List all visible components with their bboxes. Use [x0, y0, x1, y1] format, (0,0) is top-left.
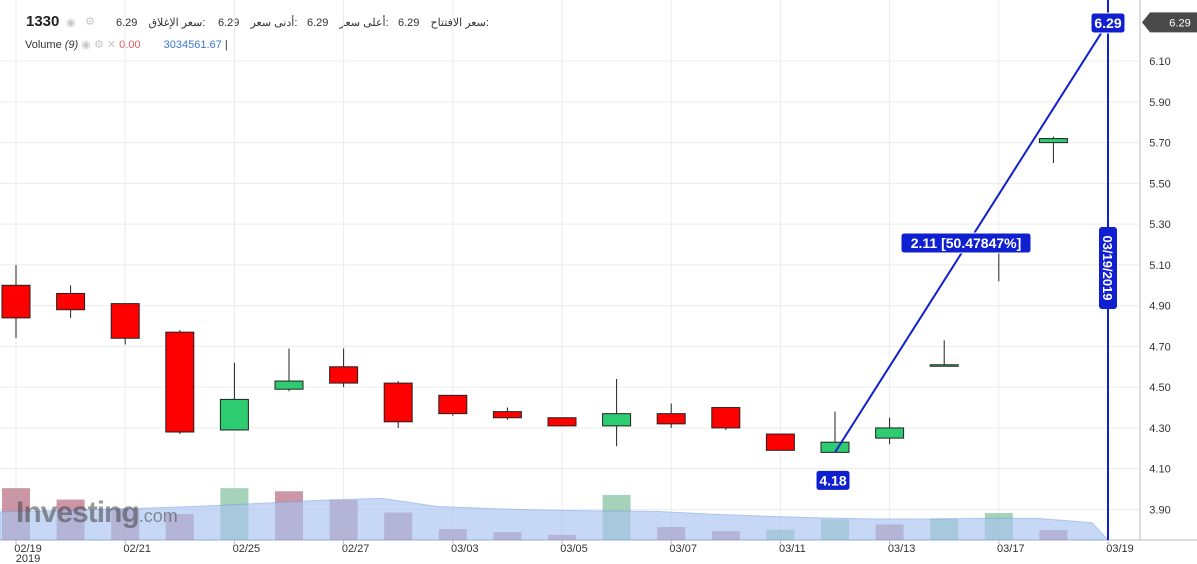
- y-tick-label: 4.50: [1149, 382, 1170, 394]
- y-tick-label: 5.30: [1149, 219, 1170, 231]
- candle-body: [711, 407, 741, 429]
- volume-close-icon[interactable]: ✕: [106, 39, 117, 51]
- last-price-text: 6.29: [1169, 17, 1190, 29]
- trendline-start-label: 4.18: [815, 469, 851, 491]
- candle-body: [274, 380, 304, 390]
- x-tick-label: 02/19: [14, 543, 42, 555]
- y-tick-label: 4.30: [1149, 423, 1170, 435]
- candle-body: [875, 427, 905, 439]
- x-tick-label: 02/21: [123, 543, 151, 555]
- symbol-label: 1330: [26, 13, 60, 30]
- candle-body: [219, 398, 249, 431]
- x-tick-label: 02/25: [233, 543, 261, 555]
- visibility-eye-icon[interactable]: ◉: [66, 17, 76, 29]
- candle-body: [329, 366, 359, 384]
- candle-body: [110, 303, 140, 339]
- candle-body: [1, 284, 31, 319]
- y-tick-label: 5.10: [1149, 260, 1170, 272]
- volume-settings-icon[interactable]: ⚙: [93, 39, 104, 51]
- ohlc-open: 6.29 سعر الافتتاح:: [398, 16, 489, 29]
- high-label: أعلى سعر:: [339, 17, 389, 29]
- logo-suffix: .com: [138, 506, 178, 526]
- ohlc-high: 6.29 أعلى سعر:: [307, 16, 389, 29]
- open-label: سعر الافتتاح:: [430, 17, 489, 29]
- vertical-marker-label-bg: [1099, 227, 1117, 309]
- vertical-marker-label: 03/19/2019: [1099, 227, 1117, 309]
- y-tick-label: 4.10: [1149, 464, 1170, 476]
- x-tick-label: 03/19: [1106, 543, 1134, 555]
- candle-body: [929, 364, 959, 367]
- candle-body: [547, 417, 577, 427]
- y-tick-label: 4.70: [1149, 341, 1170, 353]
- candle-body: [492, 411, 522, 419]
- low-label: أدنى سعر:: [250, 17, 298, 29]
- trendline-end-label-text: 6.29: [1094, 15, 1121, 31]
- trendline-start-label-bg: [815, 469, 851, 491]
- high-value: 6.29: [307, 17, 329, 29]
- y-tick-label: 5.70: [1149, 138, 1170, 150]
- candle-body: [765, 433, 795, 451]
- x-tick-label: 02/27: [342, 543, 370, 555]
- trendline-change-label: 2.11 [50.47847%]: [900, 232, 1032, 254]
- volume-legend: Volume (9) ◉ ⚙ ✕ 0.00 3034561.67 |: [25, 38, 228, 51]
- x-tick-label: 03/05: [560, 543, 588, 555]
- ohlc-close: 6.29 سعر الإغلاق:: [116, 16, 205, 29]
- x-tick-label: 03/03: [451, 543, 479, 555]
- candle-body: [165, 331, 195, 433]
- x-year-label: 2019: [16, 553, 40, 564]
- volume-eye-icon[interactable]: ◉: [81, 39, 91, 51]
- candle-body: [656, 413, 686, 425]
- y-tick-label: 3.90: [1149, 504, 1170, 516]
- x-tick-label: 03/11: [779, 543, 806, 555]
- y-tick-label: 5.90: [1149, 97, 1170, 109]
- x-tick-label: 03/13: [888, 543, 916, 555]
- candle-body: [1038, 138, 1068, 144]
- volume-period: (9): [64, 39, 79, 51]
- volume-ma-area: [0, 497, 1110, 541]
- close-value: 6.29: [116, 17, 138, 29]
- volume-zero-value: 0.00: [119, 39, 141, 51]
- trendline-end-label: 6.29: [1090, 12, 1126, 34]
- candle-body: [820, 441, 850, 453]
- candle-body: [383, 382, 413, 423]
- candle-body: [438, 394, 468, 415]
- y-tick-label: 6.10: [1149, 56, 1170, 68]
- volume-label: Volume: [25, 39, 62, 51]
- volume-value: 3034561.67: [163, 39, 222, 51]
- trendline-start-label-text: 4.18: [819, 472, 846, 488]
- volume-separator: |: [224, 39, 228, 51]
- candle-body: [602, 413, 632, 427]
- trendline-end-label-bg: [1090, 12, 1126, 34]
- candle-body: [56, 292, 86, 311]
- y-tick-label: 5.50: [1149, 178, 1170, 190]
- settings-gear-icon[interactable]: ⚙: [85, 16, 95, 28]
- trendline-change-label-text: 2.11 [50.47847%]: [911, 235, 1022, 251]
- x-tick-label: 03/07: [669, 543, 697, 555]
- last-price-tag: [1142, 12, 1197, 33]
- logo-main: Investing: [16, 496, 140, 529]
- vertical-marker-label-text: 03/19/2019: [1100, 235, 1115, 300]
- x-tick-label: 03/17: [997, 543, 1025, 555]
- y-tick-label: 4.90: [1149, 301, 1170, 313]
- trendline-change-label-bg: [900, 232, 1032, 254]
- close-label: سعر الإغلاق:: [148, 17, 206, 29]
- open-value: 6.29: [398, 17, 420, 29]
- investing-logo: Investing.com: [16, 496, 178, 530]
